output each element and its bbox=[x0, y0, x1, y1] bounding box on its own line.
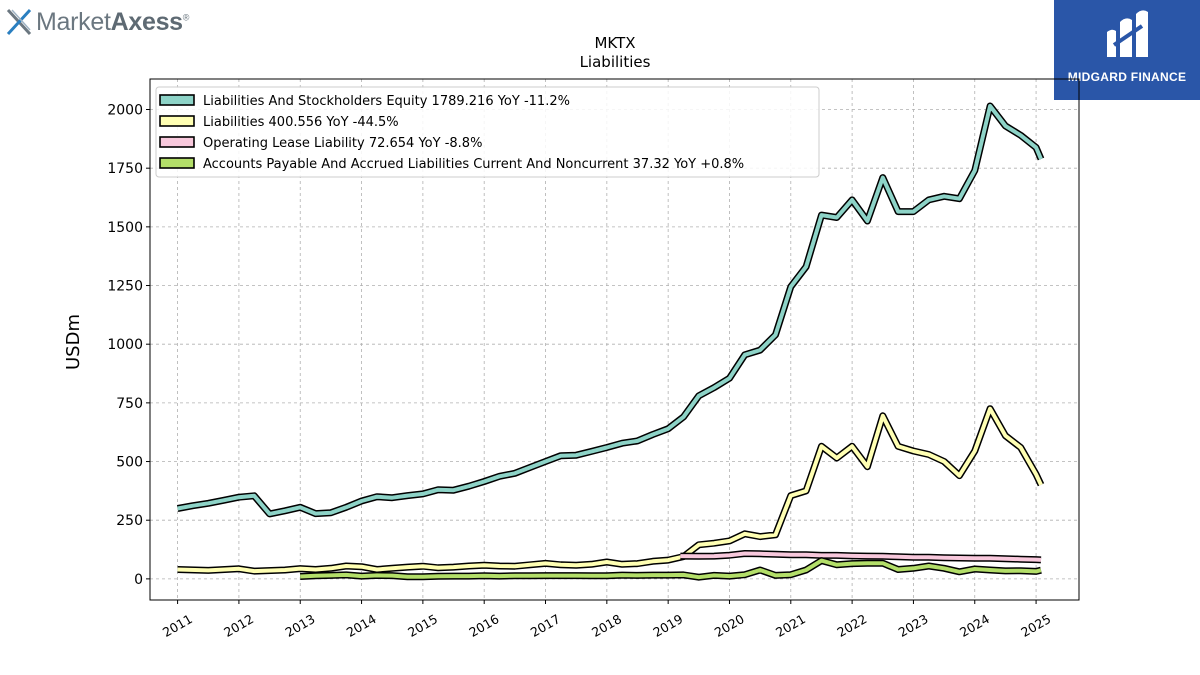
x-tick-label: 2017 bbox=[528, 611, 563, 640]
series-2 bbox=[177, 405, 1045, 575]
legend-label: Accounts Payable And Accrued Liabilities… bbox=[203, 157, 744, 172]
market-axess-wordmark: MarketAxess® bbox=[36, 7, 190, 36]
chart-subtitle: Liabilities bbox=[580, 53, 651, 71]
legend-swatch bbox=[159, 136, 195, 148]
plot-frame bbox=[149, 78, 1080, 601]
y-tick-label: 500 bbox=[116, 455, 143, 471]
x-tick-label: 2018 bbox=[589, 611, 624, 640]
y-tick-label: 2000 bbox=[107, 103, 143, 119]
series-line bbox=[680, 551, 1042, 562]
series-line bbox=[177, 406, 1043, 574]
x-axis-ticks: 2011 2012 2013 2014 2015 2016 2017 2018 2019 2020… bbox=[160, 600, 1053, 640]
chart-title: MKTX bbox=[594, 34, 635, 52]
series-lines bbox=[176, 102, 1045, 581]
y-tick-label: 1750 bbox=[107, 161, 143, 177]
legend-label: Liabilities 400.556 YoY -44.5% bbox=[203, 115, 399, 130]
series-line bbox=[177, 104, 1043, 516]
series-1 bbox=[176, 102, 1045, 518]
midgard-finance-logo: MIDGARD FINANCE bbox=[1054, 0, 1200, 100]
x-tick-label: 2016 bbox=[466, 611, 501, 640]
y-tick-label: 1500 bbox=[107, 220, 143, 236]
x-tick-label: 2020 bbox=[712, 611, 747, 640]
x-tick-label: 2022 bbox=[834, 611, 869, 640]
x-tick-label: 2021 bbox=[773, 611, 808, 640]
x-tick-label: 2025 bbox=[1018, 611, 1053, 640]
series-line-outline bbox=[177, 405, 1045, 575]
market-axess-x-icon bbox=[6, 8, 32, 36]
x-tick-label: 2024 bbox=[957, 611, 992, 640]
legend-swatch bbox=[159, 115, 195, 127]
series-3 bbox=[680, 550, 1042, 564]
y-axis-ticks: 0 250 500 750 1000 1250 1500 1750 2000 bbox=[107, 103, 150, 588]
y-tick-label: 1000 bbox=[107, 337, 143, 353]
y-axis-label: USDm bbox=[63, 314, 84, 370]
x-tick-label: 2015 bbox=[405, 611, 440, 640]
x-tick-label: 2023 bbox=[896, 611, 931, 640]
chart-legend: Liabilities And Stockholders Equity 1789… bbox=[155, 86, 820, 178]
x-tick-label: 2013 bbox=[282, 611, 317, 640]
x-tick-label: 2019 bbox=[650, 611, 685, 640]
legend-box bbox=[155, 86, 820, 178]
series-4 bbox=[300, 557, 1042, 581]
legend-swatch bbox=[159, 157, 195, 169]
legend-label: Operating Lease Liability 72.654 YoY -8.… bbox=[203, 136, 482, 151]
y-tick-label: 1250 bbox=[107, 279, 143, 295]
y-tick-label: 0 bbox=[134, 572, 143, 588]
x-tick-label: 2011 bbox=[160, 611, 195, 640]
midgard-finance-wordmark: MIDGARD FINANCE bbox=[1067, 70, 1187, 84]
legend-label: Liabilities And Stockholders Equity 1789… bbox=[203, 94, 570, 109]
market-axess-logo: MarketAxess® bbox=[6, 6, 189, 38]
y-tick-label: 250 bbox=[116, 513, 143, 529]
legend-swatch bbox=[159, 94, 195, 106]
y-tick-label: 750 bbox=[116, 396, 143, 412]
midgard-emblem-icon bbox=[1107, 10, 1148, 57]
x-tick-label: 2014 bbox=[344, 611, 379, 640]
x-tick-label: 2012 bbox=[221, 611, 256, 640]
series-line bbox=[300, 558, 1042, 580]
